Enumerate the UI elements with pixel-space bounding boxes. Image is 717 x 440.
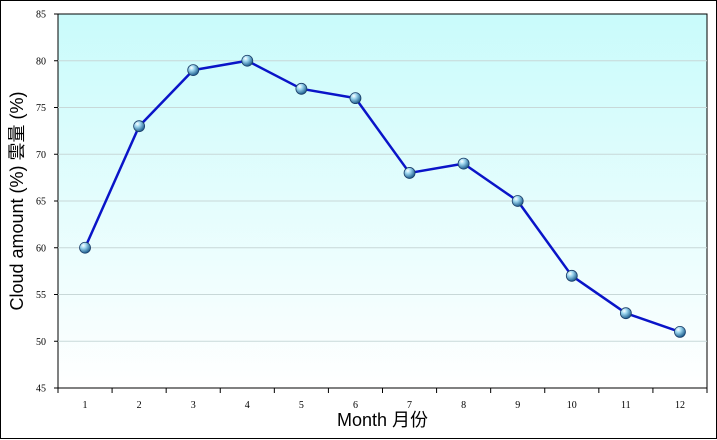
- y-tick-label: 85: [36, 10, 46, 21]
- y-tick-label: 45: [36, 384, 46, 395]
- data-point-marker: [674, 325, 686, 338]
- y-tick-label: 55: [36, 290, 46, 301]
- x-tick-label: 8: [461, 400, 466, 411]
- x-tick-label: 6: [353, 400, 358, 411]
- y-tick-label: 65: [36, 197, 46, 208]
- data-point-marker: [79, 241, 91, 254]
- x-tick-label: 5: [299, 400, 304, 411]
- x-tick-label: 11: [621, 400, 631, 411]
- data-point-marker: [241, 54, 254, 67]
- data-point-marker: [511, 195, 524, 207]
- y-tick-label: 75: [36, 103, 46, 114]
- x-tick-label: 10: [567, 400, 577, 411]
- data-point-marker: [619, 307, 632, 320]
- y-tick-label: 60: [36, 243, 46, 254]
- x-tick-label: 7: [407, 400, 412, 411]
- series-line: [83, 59, 681, 334]
- x-tick-label: 1: [83, 400, 88, 411]
- x-tick-label: 4: [245, 400, 250, 411]
- x-tick-label: 3: [191, 400, 196, 411]
- data-point-marker: [565, 269, 578, 282]
- series-cloud-amount: [79, 54, 686, 338]
- data-point-marker: [187, 64, 200, 76]
- y-tick-label: 70: [36, 150, 46, 161]
- x-tick-label: 12: [675, 400, 685, 411]
- x-tick-label: 9: [515, 400, 520, 411]
- y-tick-label: 80: [36, 56, 46, 67]
- data-point-marker: [349, 92, 362, 105]
- data-point-marker: [133, 120, 146, 133]
- data-point-marker: [295, 82, 308, 95]
- y-axis-title: Cloud amount (%) 雲量 (%): [7, 91, 27, 310]
- y-tick-label: 50: [36, 337, 46, 348]
- x-tick-label: 2: [137, 400, 142, 411]
- x-axis-title: Month 月份: [337, 410, 428, 430]
- data-point-marker: [457, 157, 470, 170]
- data-point-marker: [403, 167, 416, 179]
